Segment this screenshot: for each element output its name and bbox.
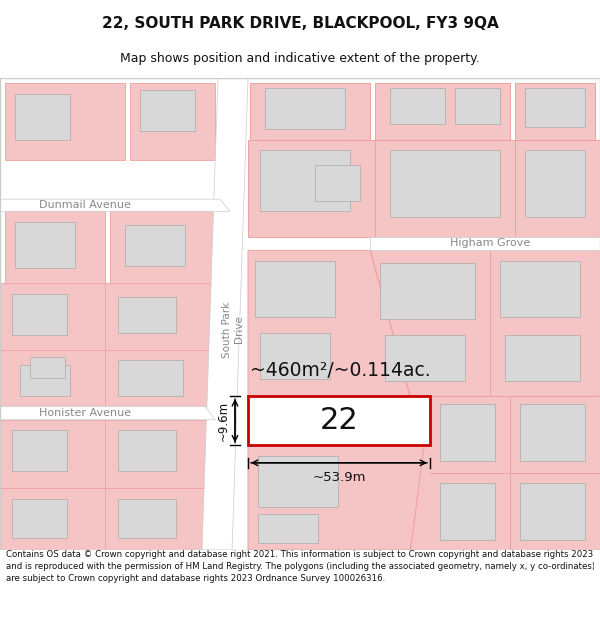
Polygon shape <box>5 211 105 283</box>
Bar <box>118 499 176 538</box>
Text: Honister Avenue: Honister Avenue <box>39 408 131 418</box>
Text: Map shows position and indicative extent of the property.: Map shows position and indicative extent… <box>120 52 480 65</box>
Bar <box>520 483 585 540</box>
Polygon shape <box>110 211 215 283</box>
Bar <box>258 456 338 507</box>
Bar <box>440 404 495 461</box>
Bar <box>255 261 335 317</box>
Polygon shape <box>0 406 215 420</box>
Bar <box>390 88 445 124</box>
Bar <box>385 334 465 381</box>
Bar <box>505 334 580 381</box>
Text: ~9.6m: ~9.6m <box>217 401 229 441</box>
Bar <box>12 430 67 471</box>
Bar <box>12 294 67 334</box>
Bar <box>500 261 580 317</box>
Text: Higham Grove: Higham Grove <box>450 238 530 248</box>
Polygon shape <box>410 396 600 550</box>
Bar <box>125 225 185 266</box>
Bar <box>380 262 475 319</box>
Bar <box>455 88 500 124</box>
Polygon shape <box>248 139 600 237</box>
Text: ~53.9m: ~53.9m <box>312 471 366 484</box>
Polygon shape <box>375 83 510 139</box>
Bar <box>525 150 585 217</box>
Polygon shape <box>130 83 215 160</box>
Polygon shape <box>248 446 430 550</box>
Bar <box>258 514 318 543</box>
Bar <box>390 150 500 217</box>
Polygon shape <box>0 283 210 406</box>
Bar <box>20 366 70 396</box>
Polygon shape <box>248 251 410 396</box>
Polygon shape <box>0 489 210 550</box>
Bar <box>265 88 345 129</box>
Bar <box>520 404 585 461</box>
Bar <box>118 430 176 471</box>
Bar <box>15 94 70 139</box>
Polygon shape <box>250 83 370 139</box>
Polygon shape <box>0 199 230 211</box>
Bar <box>118 360 183 396</box>
Text: 22, SOUTH PARK DRIVE, BLACKPOOL, FY3 9QA: 22, SOUTH PARK DRIVE, BLACKPOOL, FY3 9QA <box>101 16 499 31</box>
Bar <box>15 222 75 268</box>
Polygon shape <box>370 237 600 251</box>
Text: ~460m²/~0.114ac.: ~460m²/~0.114ac. <box>250 361 430 380</box>
Bar <box>12 499 67 538</box>
Bar <box>260 150 350 211</box>
Bar <box>440 483 495 540</box>
Bar <box>315 166 360 201</box>
Polygon shape <box>370 251 600 396</box>
Polygon shape <box>515 83 595 139</box>
Text: South Park
Drive: South Park Drive <box>222 301 244 358</box>
Bar <box>140 91 195 131</box>
Polygon shape <box>202 78 248 550</box>
Text: Dunmail Avenue: Dunmail Avenue <box>39 201 131 211</box>
Bar <box>118 297 176 332</box>
Polygon shape <box>248 396 430 446</box>
Polygon shape <box>0 420 210 489</box>
Polygon shape <box>5 83 125 160</box>
Text: Contains OS data © Crown copyright and database right 2021. This information is : Contains OS data © Crown copyright and d… <box>6 550 595 582</box>
Bar <box>525 88 585 127</box>
Bar <box>30 357 65 377</box>
Text: 22: 22 <box>320 406 358 435</box>
Bar <box>260 332 330 379</box>
